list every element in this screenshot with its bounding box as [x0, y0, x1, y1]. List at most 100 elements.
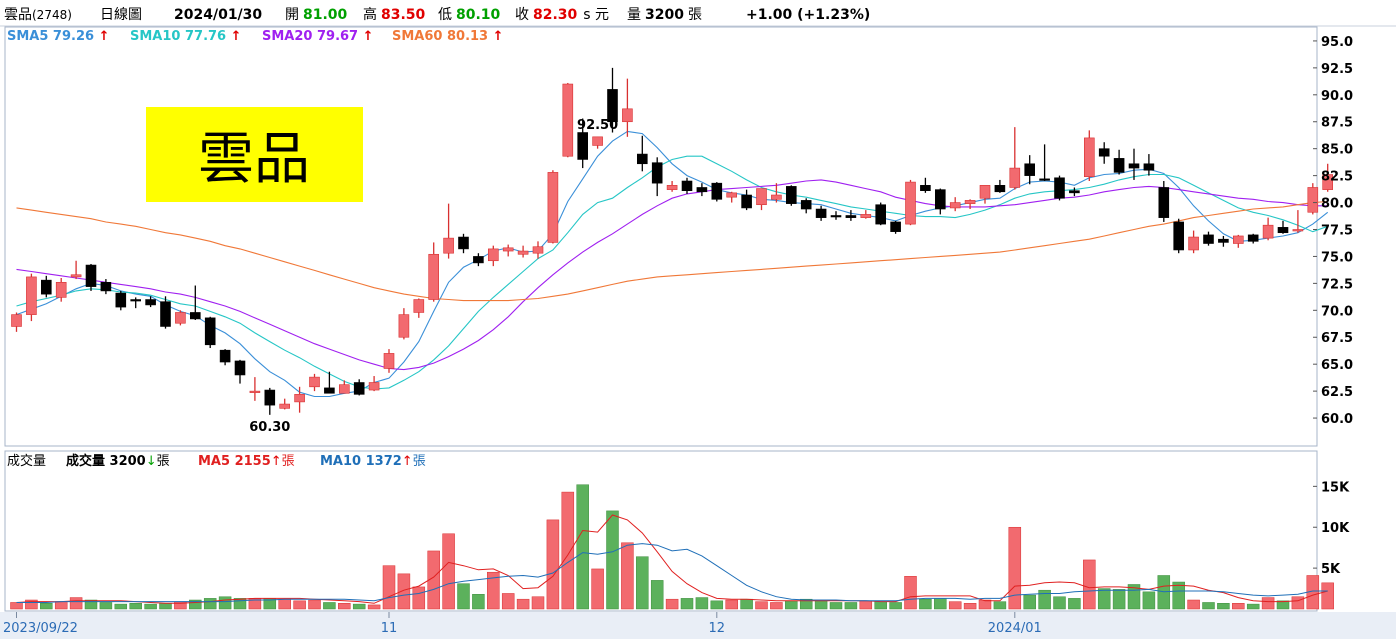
candle-body — [338, 384, 350, 394]
candle-body — [711, 182, 723, 200]
x-axis-strip — [0, 612, 1396, 639]
candle-body — [1054, 177, 1065, 199]
legend-sma5: SMA5 79.26 ↑ — [7, 29, 109, 44]
candle-body — [204, 317, 216, 346]
volume-tick-label: 10K — [1321, 521, 1350, 536]
volume-legend-ma5: MA5 2155 — [198, 454, 271, 469]
volume-bar — [54, 601, 68, 610]
candle-body — [622, 108, 633, 123]
candle-body — [875, 204, 887, 225]
low-value: 80.10 — [456, 7, 501, 23]
candle-body — [353, 382, 365, 395]
header-bar — [0, 0, 1396, 26]
candle-body — [1039, 178, 1050, 181]
volume-bar — [785, 600, 798, 610]
volume-bar — [755, 601, 768, 610]
up-arrow-icon: ↑ — [488, 29, 503, 44]
candle-body — [1307, 187, 1319, 213]
candle-body — [100, 281, 112, 292]
candle-body — [577, 132, 589, 160]
candle-body — [234, 360, 246, 376]
volume-legend-ma5-unit: 張 — [282, 454, 295, 469]
candle-body — [1128, 163, 1140, 169]
volume-bar — [516, 598, 530, 610]
stock-code: (2748) — [32, 8, 72, 22]
candle-body — [756, 188, 767, 206]
open-value: 81.00 — [303, 7, 348, 23]
volume-bar — [636, 556, 649, 610]
candle-body — [1203, 234, 1214, 244]
volume-bar — [1053, 596, 1066, 610]
high-label: 高 — [363, 6, 377, 23]
volume-bar — [233, 598, 247, 610]
ma-legend: SMA5 79.26 ↑ SMA10 77.76 ↑ SMA20 79.67 ↑ SM… — [7, 29, 504, 44]
candle-body — [160, 301, 171, 327]
volume-bar — [919, 598, 932, 610]
candle-body — [383, 353, 395, 369]
volume-bar — [1291, 596, 1305, 610]
candle-body — [11, 314, 22, 327]
candle-body — [1188, 236, 1199, 251]
candle-body — [70, 274, 82, 278]
candle-body — [860, 214, 872, 218]
volume-legend-ma10: MA10 1372 — [320, 454, 402, 469]
volume-legend-ma10-unit: 張 — [413, 454, 426, 469]
volume-bar — [1321, 582, 1334, 610]
candle-body — [1218, 238, 1229, 243]
candle-body — [934, 189, 946, 210]
annotation-high: 92.50 — [577, 118, 618, 133]
volume-bar — [69, 597, 83, 610]
volume-bar — [934, 598, 947, 610]
candle-body — [443, 237, 454, 254]
down-arrow-icon: ↓ — [146, 454, 157, 469]
candle-body — [1143, 163, 1155, 171]
price-tick-label: 95.0 — [1321, 35, 1353, 50]
candle-body — [428, 253, 440, 300]
volume-bar — [129, 603, 142, 610]
volume-bar — [1142, 591, 1156, 610]
volume-bar — [591, 568, 604, 610]
candle-body — [1113, 158, 1125, 173]
volume-bar — [799, 598, 813, 610]
candle-body — [130, 299, 141, 302]
volume-legend-vol-unit: 張 — [157, 454, 170, 469]
line-sma60 — [16, 200, 1328, 302]
price-tick-label: 60.0 — [1321, 412, 1353, 427]
candle-body — [190, 312, 201, 320]
up-arrow-icon: ↑ — [271, 454, 282, 469]
price-tick-label: 80.0 — [1321, 197, 1353, 212]
candle-body — [1277, 227, 1289, 234]
price-tick-label: 82.5 — [1321, 170, 1353, 185]
volume-bar — [487, 571, 500, 610]
price-tick-label: 65.0 — [1321, 358, 1353, 373]
candle-body — [979, 185, 991, 199]
candle-body — [1173, 221, 1184, 251]
volume-bar — [10, 602, 23, 610]
legend-sma60: SMA60 80.13 ↑ — [392, 29, 504, 44]
volume-bar — [859, 600, 873, 610]
candle-body — [666, 185, 678, 190]
volume-bar — [770, 602, 783, 610]
volume-tick-label: 15K — [1321, 480, 1350, 495]
volume-bar — [621, 542, 634, 610]
volume-bar — [397, 573, 411, 610]
volume-bar — [695, 597, 709, 610]
volume-bar — [844, 602, 858, 610]
volume-bar — [1008, 526, 1022, 610]
candle-body — [1233, 235, 1244, 244]
volume-bar — [963, 603, 977, 610]
price-tick-label: 90.0 — [1321, 89, 1353, 104]
candle-body — [1084, 137, 1095, 177]
volume-bar — [948, 601, 962, 610]
candle-body — [547, 172, 559, 243]
candle-body — [771, 194, 782, 200]
unit-suffix: s 元 — [583, 7, 609, 23]
volume-bars — [10, 484, 1334, 610]
volume-bar — [1038, 589, 1051, 610]
volume-bar — [144, 603, 157, 610]
low-label: 低 — [438, 7, 452, 23]
watermark-box — [146, 107, 363, 202]
volume-label: 量 — [627, 7, 641, 23]
volume-bar — [531, 596, 545, 610]
volume-bar — [576, 484, 589, 610]
